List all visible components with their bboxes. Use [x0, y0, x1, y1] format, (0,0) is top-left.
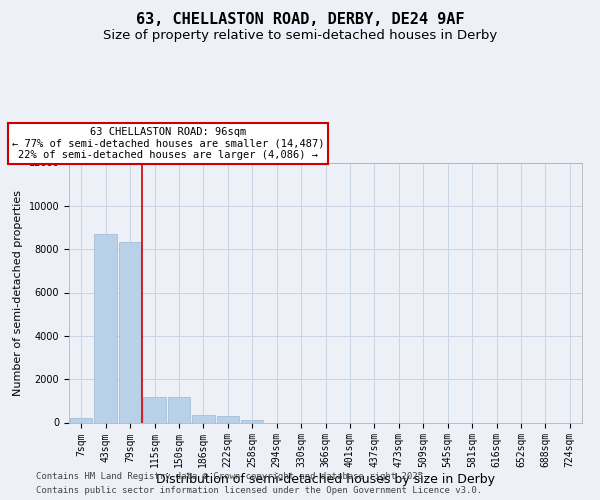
- Bar: [143, 396, 166, 422]
- Bar: [119, 242, 142, 422]
- Text: 63, CHELLASTON ROAD, DERBY, DE24 9AF: 63, CHELLASTON ROAD, DERBY, DE24 9AF: [136, 12, 464, 28]
- Bar: [192, 415, 215, 422]
- Text: Contains HM Land Registry data © Crown copyright and database right 2025.: Contains HM Land Registry data © Crown c…: [36, 472, 428, 481]
- Bar: [94, 234, 117, 422]
- Text: Size of property relative to semi-detached houses in Derby: Size of property relative to semi-detach…: [103, 29, 497, 42]
- Y-axis label: Number of semi-detached properties: Number of semi-detached properties: [13, 190, 23, 396]
- Bar: [217, 416, 239, 422]
- Bar: [167, 396, 190, 422]
- Bar: [70, 418, 92, 422]
- Bar: [241, 420, 263, 422]
- X-axis label: Distribution of semi-detached houses by size in Derby: Distribution of semi-detached houses by …: [156, 473, 495, 486]
- Text: 63 CHELLASTON ROAD: 96sqm
← 77% of semi-detached houses are smaller (14,487)
22%: 63 CHELLASTON ROAD: 96sqm ← 77% of semi-…: [12, 127, 324, 160]
- Text: Contains public sector information licensed under the Open Government Licence v3: Contains public sector information licen…: [36, 486, 482, 495]
